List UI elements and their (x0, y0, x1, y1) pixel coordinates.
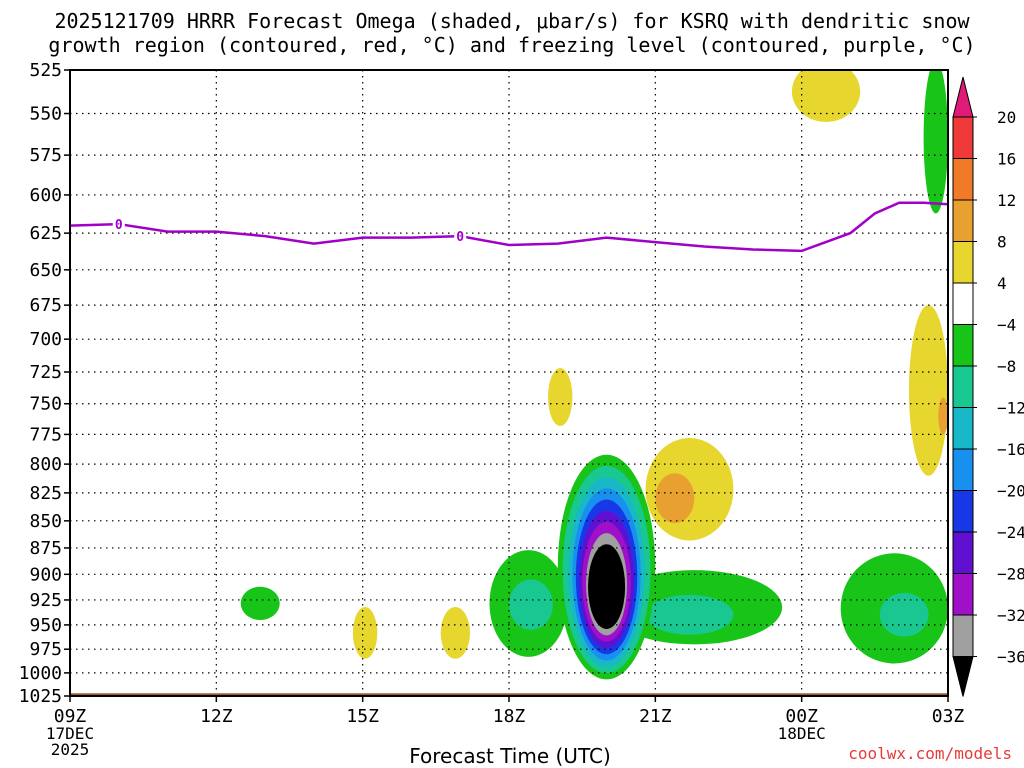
x-tick-label-12Z: 12Z (200, 706, 233, 727)
x-tick-label-09Z: 09Z (54, 706, 87, 727)
colorbar-box-2 (952, 158, 974, 201)
omega-region-13 (509, 579, 553, 630)
y-tick-label-875: 875 (29, 538, 62, 559)
omega-region-6 (908, 305, 948, 476)
colorbar-label-10: −24 (997, 523, 1024, 542)
y-tick-label-700: 700 (29, 329, 62, 350)
y-tick-label-775: 775 (29, 424, 62, 445)
omega-core-level-8 (588, 544, 626, 630)
y-tick-label-675: 675 (29, 295, 62, 316)
omega-region-14 (645, 594, 734, 635)
colorbar-box-8 (952, 407, 974, 450)
omega-region-7 (938, 397, 948, 435)
colorbar-top-arrow (952, 76, 974, 118)
y-tick-label-750: 750 (29, 394, 62, 415)
colorbar-box-7 (952, 365, 974, 408)
freezing-level-label: 0 (115, 218, 123, 233)
y-tick-label-625: 625 (29, 223, 62, 244)
colorbar-label-3: 8 (997, 233, 1007, 252)
colorbar-label-1: 16 (997, 150, 1016, 169)
colorbar-label-11: −28 (997, 565, 1024, 584)
y-tick-label-975: 975 (29, 639, 62, 660)
colorbar-label-8: −16 (997, 440, 1024, 459)
y-tick-label-575: 575 (29, 145, 62, 166)
omega-region-2 (655, 473, 695, 524)
omega-region-0 (791, 70, 861, 122)
y-tick-label-800: 800 (29, 454, 62, 475)
y-tick-label-825: 825 (29, 483, 62, 504)
chart-title-line2: growth region (contoured, red, °C) and f… (48, 33, 976, 57)
site-credit-link[interactable]: coolwx.com/models (848, 744, 1012, 763)
colorbar-label-12: −32 (997, 606, 1024, 625)
ground-strip (70, 693, 948, 696)
gridlines (70, 70, 948, 696)
colorbar-bottom-arrow (952, 656, 974, 697)
colorbar-box-3 (952, 199, 974, 242)
omega-region-5 (440, 607, 470, 659)
x-tick-label-18Z: 18Z (493, 706, 526, 727)
ground-layer (70, 693, 948, 696)
freezing-level-contour: 00 (70, 201, 948, 253)
contour-label-bg (112, 216, 125, 232)
omega-region-11 (240, 586, 280, 620)
y-tick-label-900: 900 (29, 564, 62, 585)
colorbar-label-6: −8 (997, 357, 1016, 376)
colorbar-box-13 (952, 614, 974, 657)
y-tick-label-925: 925 (29, 590, 62, 611)
x-tick-label-03Z: 03Z (932, 706, 965, 727)
x-tick-label-15Z: 15Z (346, 706, 379, 727)
y-tick-label-1000: 1000 (19, 663, 62, 684)
x-tick-label-00Z: 00Z (785, 706, 818, 727)
colorbar-label-5: −4 (997, 316, 1016, 335)
y-tick-label-950: 950 (29, 615, 62, 636)
omega-shading-layer (240, 70, 948, 680)
x-tick-sublabel: 17DEC (46, 724, 94, 743)
colorbar-box-9 (952, 448, 974, 491)
x-tick-sublabel: 2025 (51, 740, 90, 759)
colorbar-label-13: −36 (997, 648, 1024, 667)
omega-region-3 (548, 368, 573, 426)
y-tick-label-525: 525 (29, 60, 62, 81)
y-axis: 525 550 575 600 625 650 675 700 725 750 775 800 825 8… (19, 60, 70, 707)
colorbar-box-12 (952, 573, 974, 616)
colorbar-label-9: −20 (997, 482, 1024, 501)
x-axis-label: Forecast Time (UTC) (409, 744, 611, 768)
y-tick-label-850: 850 (29, 511, 62, 532)
colorbar-box-1 (952, 116, 974, 159)
colorbar-box-11 (952, 531, 974, 574)
omega-region-4 (352, 607, 378, 659)
y-tick-label-650: 650 (29, 260, 62, 281)
freezing-level-line (70, 201, 948, 253)
x-tick-sublabel: 18DEC (778, 724, 826, 743)
freezing-level-label: 0 (456, 230, 464, 245)
colorbar-box-5 (952, 282, 974, 325)
colorbar-legend: 20 16 12 8 4 −4 −8 −12 −16 −20 −24 −28 −32 −36 (952, 76, 1024, 697)
colorbar-box-10 (952, 490, 974, 533)
x-tick-label-21Z: 21Z (639, 706, 672, 727)
colorbar-label-7: −12 (997, 399, 1024, 418)
y-tick-label-725: 725 (29, 362, 62, 383)
omega-region-12 (923, 70, 948, 214)
colorbar-label-0: 20 (997, 108, 1016, 127)
y-tick-label-1025: 1025 (19, 686, 62, 707)
colorbar-box-4 (952, 241, 974, 284)
omega-region-15 (879, 592, 929, 637)
contour-label-bg (454, 228, 467, 244)
colorbar-label-2: 12 (997, 191, 1016, 210)
chart-title-line1: 2025121709 HRRR Forecast Omega (shaded, … (54, 9, 970, 33)
y-tick-label-550: 550 (29, 104, 62, 125)
y-tick-label-600: 600 (29, 185, 62, 206)
colorbar-label-4: 4 (997, 274, 1007, 293)
colorbar-box-6 (952, 324, 974, 367)
